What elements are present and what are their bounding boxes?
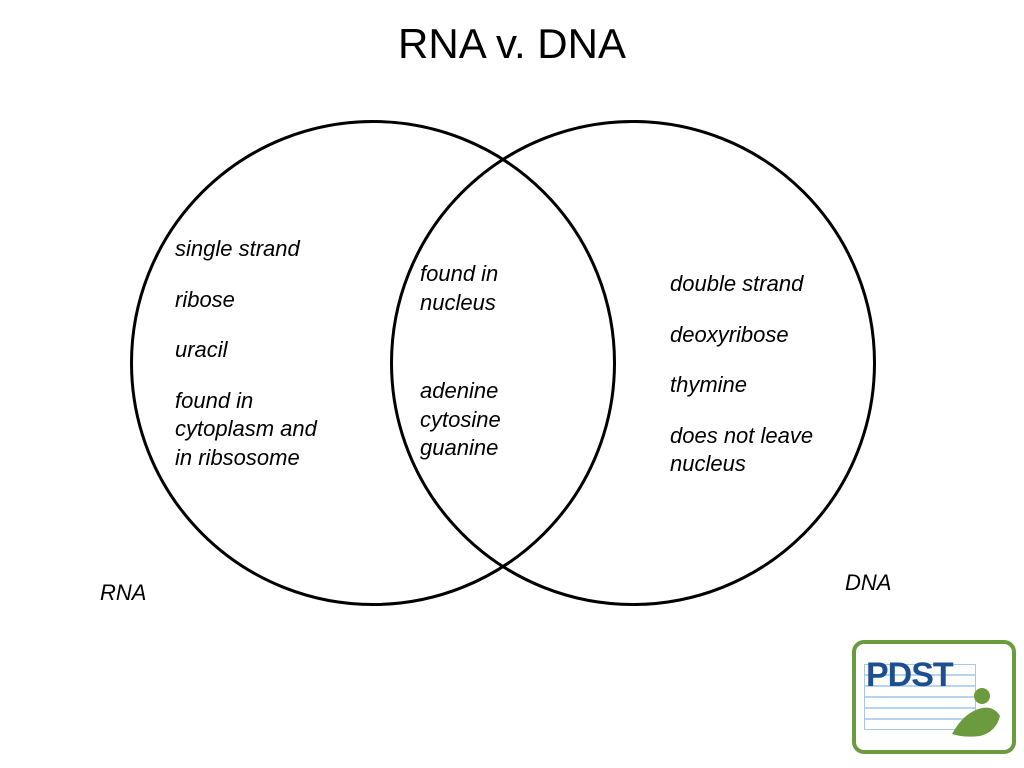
page-title: RNA v. DNA — [0, 20, 1024, 68]
left-item: found in cytoplasm and in ribsosome — [175, 387, 325, 473]
center-item: found in nucleus — [420, 260, 580, 317]
left-item: uracil — [175, 336, 325, 365]
venn-right-label: DNA — [845, 570, 891, 596]
venn-left-content: single strand ribose uracil found in cyt… — [175, 235, 325, 473]
logo-figure-icon — [944, 684, 1004, 744]
venn-center-content: found in nucleus adenine cytosine guanin… — [420, 260, 580, 463]
left-item: single strand — [175, 235, 325, 264]
venn-diagram: single strand ribose uracil found in cyt… — [100, 100, 880, 660]
right-item: deoxyribose — [670, 321, 850, 350]
right-item: thymine — [670, 371, 850, 400]
pdst-logo: PDST — [852, 640, 1012, 750]
left-item: ribose — [175, 286, 325, 315]
venn-left-label: RNA — [100, 580, 146, 606]
venn-right-content: double strand deoxyribose thymine does n… — [670, 270, 850, 479]
right-item: double strand — [670, 270, 850, 299]
center-item: adenine cytosine guanine — [420, 377, 580, 463]
right-item: does not leave nucleus — [670, 422, 850, 479]
logo-text: PDST — [866, 656, 953, 695]
